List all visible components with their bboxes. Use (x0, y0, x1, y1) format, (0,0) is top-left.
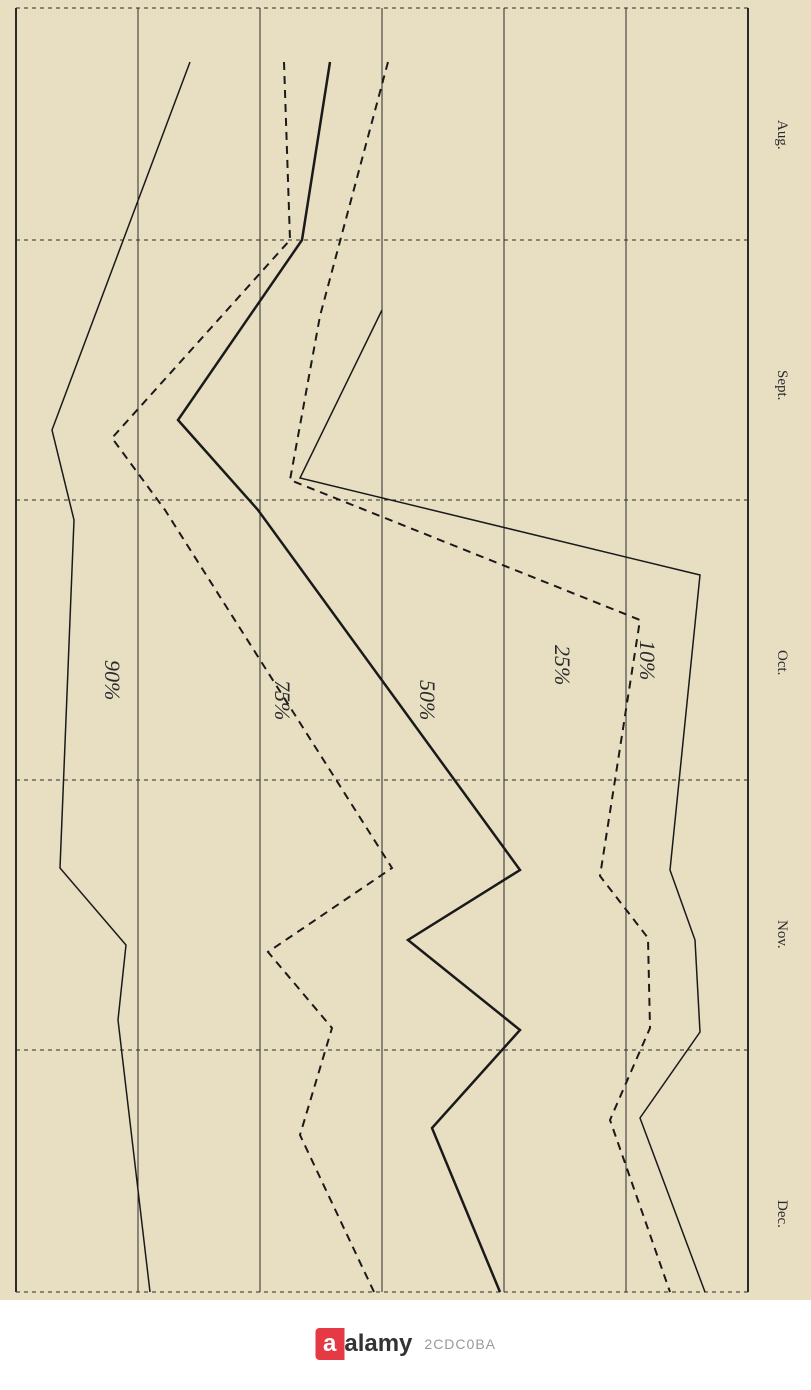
pct-label-10: 10% (635, 640, 660, 680)
chart-svg: Aug. Sept. Oct. Nov. Dec. 90% 75% 50% 25… (0, 0, 811, 1300)
chart-container: Aug. Sept. Oct. Nov. Dec. 90% 75% 50% 25… (0, 0, 811, 1300)
pct-label-75: 75% (270, 680, 295, 720)
watermark-id: 2CDC0BA (424, 1336, 496, 1352)
month-label-sept: Sept. (774, 370, 790, 400)
watermark: a alamy 2CDC0BA (315, 1328, 496, 1360)
month-label-oct: Oct. (774, 650, 790, 675)
pct-label-50: 50% (415, 680, 440, 720)
month-label-dec: Dec. (774, 1200, 790, 1228)
watermark-brand: alamy (344, 1330, 412, 1358)
chart-bg (0, 0, 811, 1300)
pct-label-90: 90% (100, 660, 125, 700)
month-label-nov: Nov. (774, 920, 790, 949)
pct-label-25: 25% (550, 645, 575, 685)
month-label-aug: Aug. (774, 120, 790, 150)
watermark-logo: a alamy (315, 1328, 412, 1360)
watermark-logo-icon: a (315, 1328, 344, 1360)
